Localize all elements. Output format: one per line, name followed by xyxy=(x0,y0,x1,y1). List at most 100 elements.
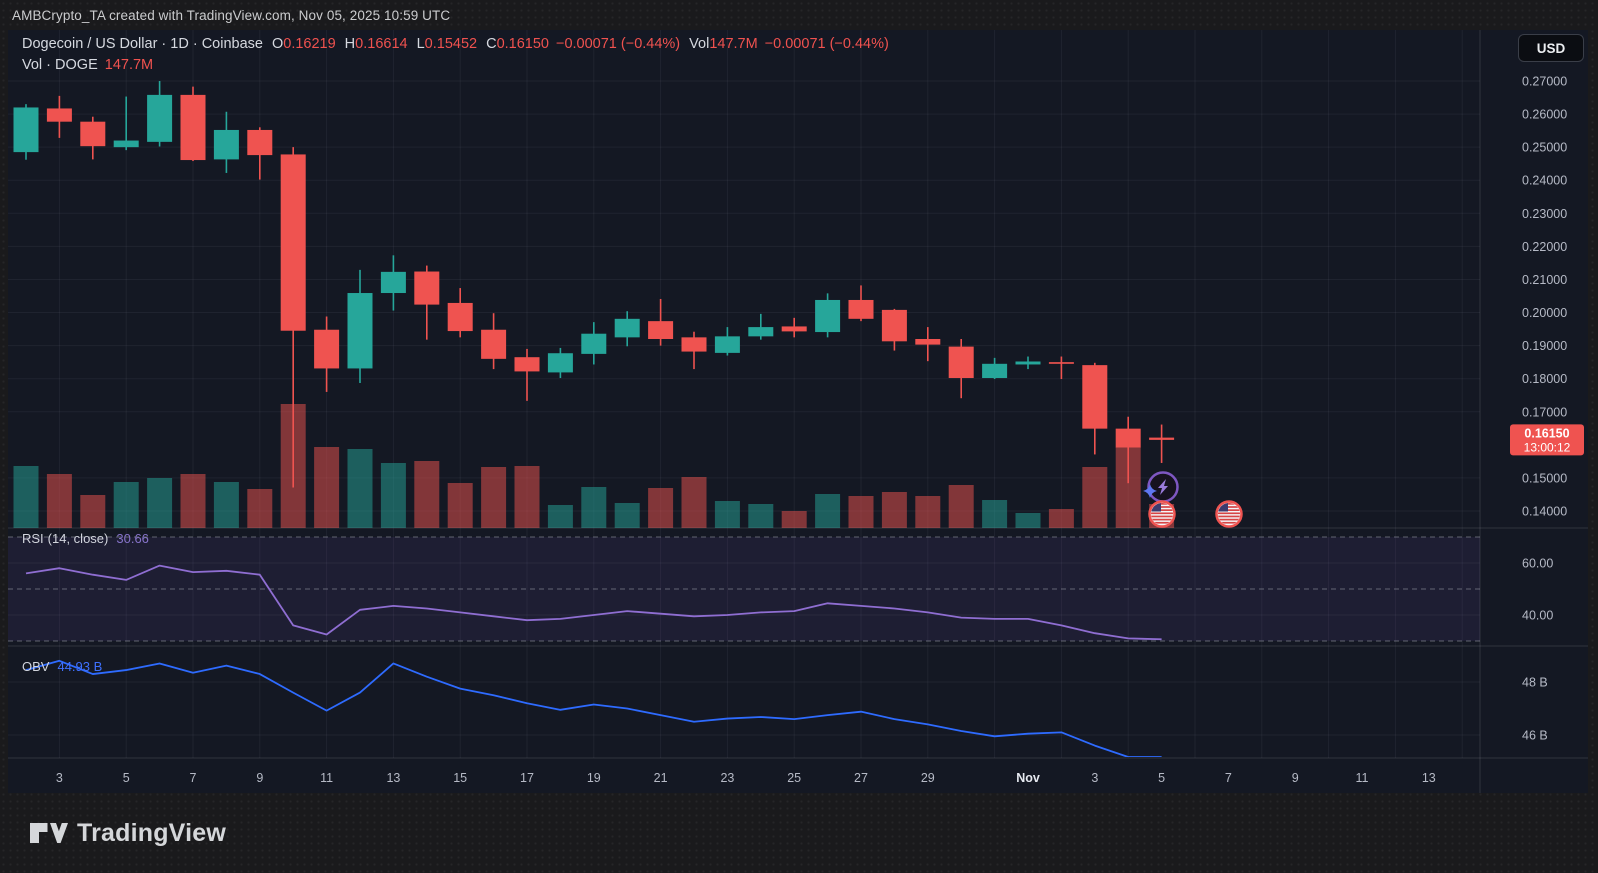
volume-bar xyxy=(80,495,106,528)
time-label: 13 xyxy=(1422,771,1436,785)
time-label: 29 xyxy=(921,771,935,785)
candle-body xyxy=(514,357,540,372)
candle-body xyxy=(748,327,774,337)
volume-bars xyxy=(13,404,1175,528)
price-tick-label: 0.15000 xyxy=(1522,471,1567,485)
volume-legend-value: 147.7M xyxy=(104,57,154,73)
candle-body xyxy=(781,326,807,332)
volume-bar xyxy=(881,492,907,528)
time-label: 11 xyxy=(320,771,333,785)
rsi-line xyxy=(25,564,1162,641)
time-axis[interactable] xyxy=(8,758,1480,793)
lightning-event-icon[interactable] xyxy=(1147,471,1179,503)
candle-body xyxy=(881,309,907,342)
price-tick-label: 0.21000 xyxy=(1522,273,1567,287)
candle-body xyxy=(280,154,306,331)
obv-legend: OBV 44.93 B xyxy=(22,659,102,674)
obv-tick-label: 48 B xyxy=(1522,676,1548,690)
chart-canvas[interactable]: 0.27000 0.26000 0.25000 0.24000 0.23000 0.220… xyxy=(8,30,1588,793)
candle-body xyxy=(648,321,674,340)
price-tick-label: 0.25000 xyxy=(1522,141,1567,155)
price-tick-label: 0.18000 xyxy=(1522,372,1567,386)
candle-body xyxy=(380,271,406,294)
volume-bar xyxy=(347,449,373,528)
volume-bar xyxy=(514,466,540,528)
candle-body xyxy=(581,333,607,354)
price-tick-label: 0.23000 xyxy=(1522,207,1567,221)
price-axis[interactable] xyxy=(1480,30,1588,758)
candle-body xyxy=(948,346,974,379)
change-value: −0.00071 (−0.44%) xyxy=(555,36,681,52)
price-tick-label: 0.24000 xyxy=(1522,174,1567,188)
bar-countdown: 13:00:12 xyxy=(1524,440,1571,454)
sparkle-icon[interactable] xyxy=(1143,484,1157,498)
volume-bar xyxy=(113,482,139,528)
volume-bar xyxy=(614,503,640,528)
vol-value: 147.7M xyxy=(709,36,758,52)
obv-line xyxy=(25,659,1162,757)
us-flag-event-icon-2[interactable] xyxy=(1215,500,1243,528)
candle-body xyxy=(213,129,239,160)
candle-body xyxy=(180,94,206,161)
open-value: 0.16219 xyxy=(283,36,336,52)
us-flag-event-icon[interactable] xyxy=(1148,500,1176,528)
volume-bar xyxy=(481,467,507,528)
close-value: 0.16150 xyxy=(496,36,549,52)
candle-body xyxy=(414,271,440,305)
volume-bar xyxy=(414,461,440,528)
rsi-tick-label: 60.00 xyxy=(1522,557,1553,571)
time-label: 19 xyxy=(587,771,601,785)
candle-body xyxy=(982,363,1008,379)
time-label: 5 xyxy=(123,771,130,785)
last-price-value: 0.16150 xyxy=(1524,426,1569,440)
volume-bar xyxy=(1048,509,1074,528)
time-label: 9 xyxy=(256,771,263,785)
time-label: 17 xyxy=(520,771,534,785)
candle-body xyxy=(13,107,39,153)
high-label: H xyxy=(344,36,356,52)
time-label: 13 xyxy=(386,771,400,785)
time-label: 9 xyxy=(1292,771,1299,785)
candle-body xyxy=(46,108,72,122)
vol-label: Vol xyxy=(689,36,710,52)
candle-body xyxy=(714,336,740,353)
volume-bar xyxy=(982,500,1008,528)
tradingview-logo-link[interactable]: TradingView xyxy=(30,812,226,854)
symbol-legend: Dogecoin / US Dollar · 1D · Coinbase O0.1… xyxy=(22,36,889,52)
volume-bar xyxy=(1082,467,1108,528)
currency-toggle-button[interactable]: USD xyxy=(1518,34,1584,62)
open-label: O xyxy=(271,36,284,52)
obv-title[interactable]: OBV xyxy=(22,659,50,674)
candle-body xyxy=(1082,365,1108,429)
price-tick-label: 0.22000 xyxy=(1522,240,1567,254)
volume-bar xyxy=(46,474,72,528)
obv-value: 44.93 B xyxy=(57,659,103,674)
price-chart-svg: 0.27000 0.26000 0.25000 0.24000 0.23000 0.220… xyxy=(8,30,1588,793)
volume-bar xyxy=(380,463,406,528)
vol-change-value: −0.00071 (−0.44%) xyxy=(764,36,889,52)
candle-body xyxy=(915,339,941,345)
candle-body xyxy=(314,329,340,369)
watermark-bar: AMBCrypto_TA created with TradingView.co… xyxy=(0,0,1598,30)
time-label: 21 xyxy=(654,771,668,785)
time-label: 23 xyxy=(720,771,734,785)
tradingview-brand-text: TradingView xyxy=(77,818,227,847)
candle-body xyxy=(80,121,106,147)
candle-body xyxy=(614,318,640,338)
watermark-text: AMBCrypto_TA created with TradingView.co… xyxy=(12,7,451,23)
volume-bar xyxy=(213,482,239,528)
volume-bar xyxy=(147,478,173,528)
symbol-title[interactable]: Dogecoin / US Dollar · 1D · Coinbase xyxy=(22,36,263,52)
volume-bar xyxy=(1015,513,1041,528)
price-tick-label: 0.27000 xyxy=(1522,75,1567,89)
close-label: C xyxy=(486,36,497,52)
rsi-title[interactable]: RSI xyxy=(22,531,44,546)
rsi-tick-label: 40.00 xyxy=(1522,609,1553,623)
volume-legend-label[interactable]: Vol · DOGE xyxy=(22,57,98,73)
rsi-value: 30.66 xyxy=(116,531,149,546)
price-tick-label: 0.14000 xyxy=(1522,505,1567,519)
time-label-month: Nov xyxy=(1016,771,1040,785)
time-label: 25 xyxy=(787,771,801,785)
chart-widget: 0.27000 0.26000 0.25000 0.24000 0.23000 0.220… xyxy=(8,30,1588,793)
